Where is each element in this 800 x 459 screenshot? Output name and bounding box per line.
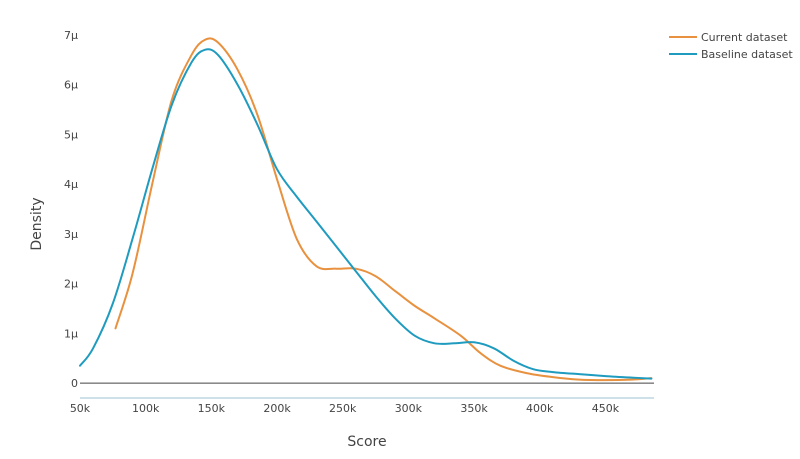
y-tick-label: 3μ: [64, 228, 78, 241]
series-line-0: [114, 37, 653, 382]
x-tick-label: 250k: [329, 402, 357, 415]
y-axis-title: Density: [29, 197, 45, 250]
x-tick-label: 350k: [460, 402, 488, 415]
x-axis-title: Score: [347, 434, 386, 450]
legend-label: Current dataset: [701, 31, 788, 44]
x-axis-ticks: 50k 100k 150k 200k 250k 300k 350k 400k 450k: [70, 402, 620, 415]
x-tick-label: 300k: [395, 402, 423, 415]
y-tick-label: 6μ: [64, 79, 78, 92]
x-tick-label: 100k: [132, 402, 160, 415]
legend-label: Baseline dataset: [701, 48, 793, 61]
plot-lines: [79, 37, 653, 382]
y-tick-label: 2μ: [64, 278, 78, 291]
x-tick-label: 200k: [263, 402, 291, 415]
y-tick-label: 7μ: [64, 29, 78, 42]
x-tick-label: 150k: [198, 402, 226, 415]
x-tick-label: 50k: [70, 402, 91, 415]
y-tick-label: 4μ: [64, 178, 78, 191]
y-tick-label: 5μ: [64, 128, 78, 141]
series-line-1: [79, 48, 653, 380]
y-tick-label: 1μ: [64, 327, 78, 340]
y-axis-ticks: 0 1μ 2μ 3μ 4μ 5μ 6μ 7μ: [64, 29, 78, 390]
x-tick-label: 400k: [526, 402, 554, 415]
x-tick-label: 450k: [592, 402, 620, 415]
y-tick-label: 0: [71, 377, 78, 390]
legend: Current dataset Baseline dataset: [669, 31, 793, 61]
